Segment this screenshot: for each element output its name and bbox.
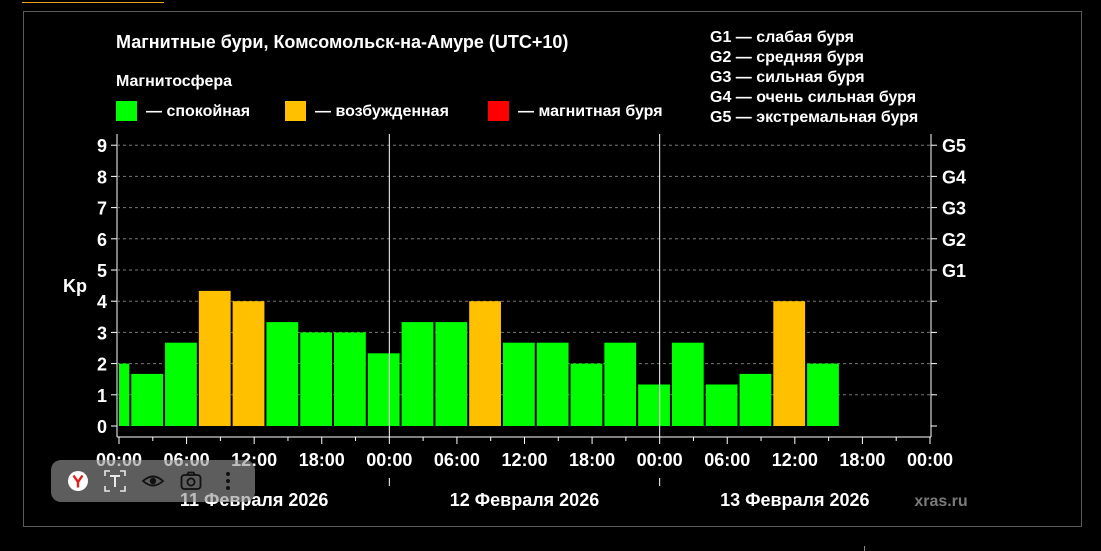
top-link-fragment[interactable] xyxy=(22,0,164,3)
x-tick-label: 06:00 xyxy=(704,450,750,470)
kp-bar xyxy=(401,322,434,426)
kp-bar xyxy=(705,384,738,426)
y-tick-label: 8 xyxy=(97,167,107,187)
x-tick-label: 12:00 xyxy=(772,450,818,470)
kp-bar xyxy=(502,342,535,426)
x-tick-label: 00:00 xyxy=(637,450,683,470)
kp-bar xyxy=(266,322,299,426)
day-label: 13 Февраля 2026 xyxy=(720,490,869,510)
kp-bar xyxy=(536,342,569,426)
y-tick-label: 9 xyxy=(97,136,107,156)
x-tick-label: 18:00 xyxy=(569,450,615,470)
kp-bar xyxy=(638,384,670,426)
y-tick-label: 0 xyxy=(97,417,107,437)
kp-bar xyxy=(300,332,333,426)
kp-bar xyxy=(469,301,501,426)
kp-bar xyxy=(367,353,400,426)
kp-bar xyxy=(604,342,637,426)
day-label: 12 Февраля 2026 xyxy=(450,490,599,510)
eye-icon xyxy=(141,475,165,487)
view-button[interactable] xyxy=(138,466,168,496)
legend-swatch xyxy=(285,101,306,121)
more-button[interactable] xyxy=(213,466,243,496)
legend-label: — спокойная xyxy=(146,103,250,120)
legend-swatch xyxy=(488,101,509,121)
kp-bar xyxy=(119,363,130,426)
x-tick-label: 12:00 xyxy=(501,450,547,470)
chart-title: Магнитные бури, Комсомольск-на-Амуре (UT… xyxy=(116,32,568,52)
legend-title: Магнитосфера xyxy=(116,73,232,90)
y-tick-label: 3 xyxy=(97,323,107,343)
x-tick-label: 06:00 xyxy=(434,450,480,470)
yandex-icon xyxy=(67,471,88,491)
watermark: xras.ru xyxy=(914,493,967,510)
lens-button[interactable] xyxy=(176,466,206,496)
legend-label: — возбужденная xyxy=(315,103,449,120)
kp-bar xyxy=(232,301,265,426)
y-tick-label: 7 xyxy=(97,199,107,219)
kp-bar xyxy=(131,373,164,426)
storm-level-axis-label: G2 xyxy=(942,230,966,250)
x-tick-label: 18:00 xyxy=(299,450,345,470)
x-tick-label: 00:00 xyxy=(366,450,412,470)
bottom-divider-tick xyxy=(864,546,865,551)
storm-level-legend-item: G1 — слабая буря xyxy=(710,29,854,46)
x-tick-label: 00:00 xyxy=(907,450,953,470)
y-tick-label: 2 xyxy=(97,355,107,375)
storm-level-legend-item: G4 — очень сильная буря xyxy=(710,89,916,106)
storm-level-legend-item: G3 — сильная буря xyxy=(710,69,865,86)
storm-level-axis-label: G4 xyxy=(942,167,966,187)
image-overlay-toolbar xyxy=(51,460,255,502)
y-tick-label: 5 xyxy=(97,261,107,281)
kp-bar xyxy=(773,301,806,426)
yandex-button[interactable] xyxy=(63,466,93,496)
storm-level-legend-item: G2 — средняя буря xyxy=(710,49,864,66)
more-icon xyxy=(226,472,231,490)
text-select-icon xyxy=(104,470,127,492)
y-axis-label: Kp xyxy=(63,276,87,296)
storm-level-axis-label: G1 xyxy=(942,261,966,281)
storm-level-legend-item: G5 — экстремальная буря xyxy=(710,109,918,126)
kp-bar xyxy=(435,322,468,426)
text-select-button[interactable] xyxy=(100,466,130,496)
kp-bar xyxy=(739,373,772,426)
kp-bar xyxy=(198,290,231,426)
y-tick-label: 6 xyxy=(97,230,107,250)
kp-bar xyxy=(807,363,839,426)
kp-bar xyxy=(165,342,197,426)
kp-bar xyxy=(570,363,603,426)
kp-bar xyxy=(334,332,366,426)
camera-icon xyxy=(180,471,201,490)
chart-frame xyxy=(23,11,1082,527)
legend-swatch xyxy=(116,101,137,121)
legend-label: — магнитная буря xyxy=(518,103,663,120)
y-tick-label: 1 xyxy=(97,386,107,406)
storm-level-axis-label: G3 xyxy=(942,199,966,219)
x-tick-label: 18:00 xyxy=(839,450,885,470)
y-tick-label: 4 xyxy=(97,292,107,312)
storm-level-axis-label: G5 xyxy=(942,136,966,156)
kp-bar xyxy=(671,342,704,426)
